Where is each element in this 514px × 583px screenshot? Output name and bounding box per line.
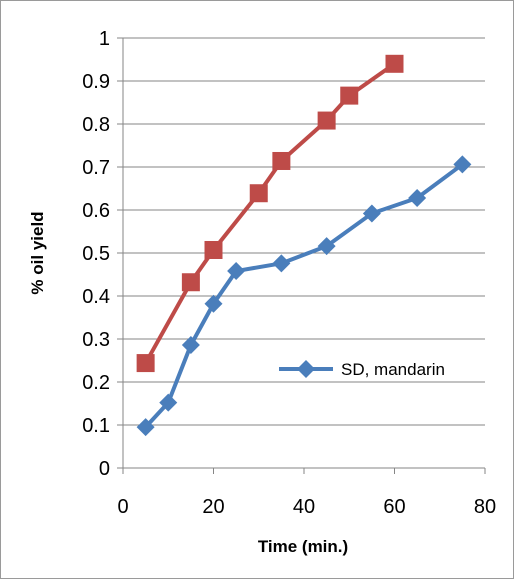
y-tick-label: 0.4 [82,286,110,308]
data-point [272,254,291,273]
series-line [143,162,465,430]
y-tick-label: 0.5 [82,243,110,265]
y-tick-label: 0.2 [82,372,110,394]
data-point [317,111,336,130]
x-tick-label: 0 [117,496,128,518]
x-tick-label: 80 [474,496,496,518]
data-point [385,54,404,73]
legend-marker [297,360,315,378]
data-point [159,393,178,412]
y-tick-label: 0.3 [82,329,110,351]
y-tick-label: 0 [99,458,110,480]
data-point [340,86,359,105]
data-point [136,418,155,437]
x-tick-label: 40 [293,496,315,518]
x-axis-label: Time (min.) [258,537,348,556]
data-point [204,294,223,313]
data-point [136,354,155,373]
y-tick-label: 0.1 [82,415,110,437]
data-point [181,336,200,355]
axes [117,37,486,474]
tick-labels: 0 0.1 0.2 0.3 0.4 0.5 0.6 0.7 0.8 0.9 1 0 20 40 60 80 [82,28,496,518]
data-point [204,240,223,259]
series-line [143,61,397,366]
y-tick-label: 0.6 [82,200,110,222]
data-point [272,151,291,170]
data-point [362,204,381,223]
data-point [181,273,200,292]
y-tick-label: 0.9 [82,71,110,93]
x-tick-label: 20 [202,496,224,518]
data-point [453,155,472,174]
series-layer [136,54,472,437]
series-1 [136,54,404,373]
legend-label: SD, mandarin [341,360,445,379]
data-point [317,237,336,256]
series-0 [136,155,472,437]
y-axis-label: % oil yield [28,211,47,294]
y-tick-label: 0.7 [82,157,110,179]
data-point [227,262,246,281]
legend: SD, mandarin [279,360,445,379]
data-point [408,188,427,207]
data-point [249,184,268,203]
y-tick-label: 0.8 [82,114,110,136]
y-tick-label: 1 [99,28,110,50]
x-tick-label: 60 [383,496,405,518]
